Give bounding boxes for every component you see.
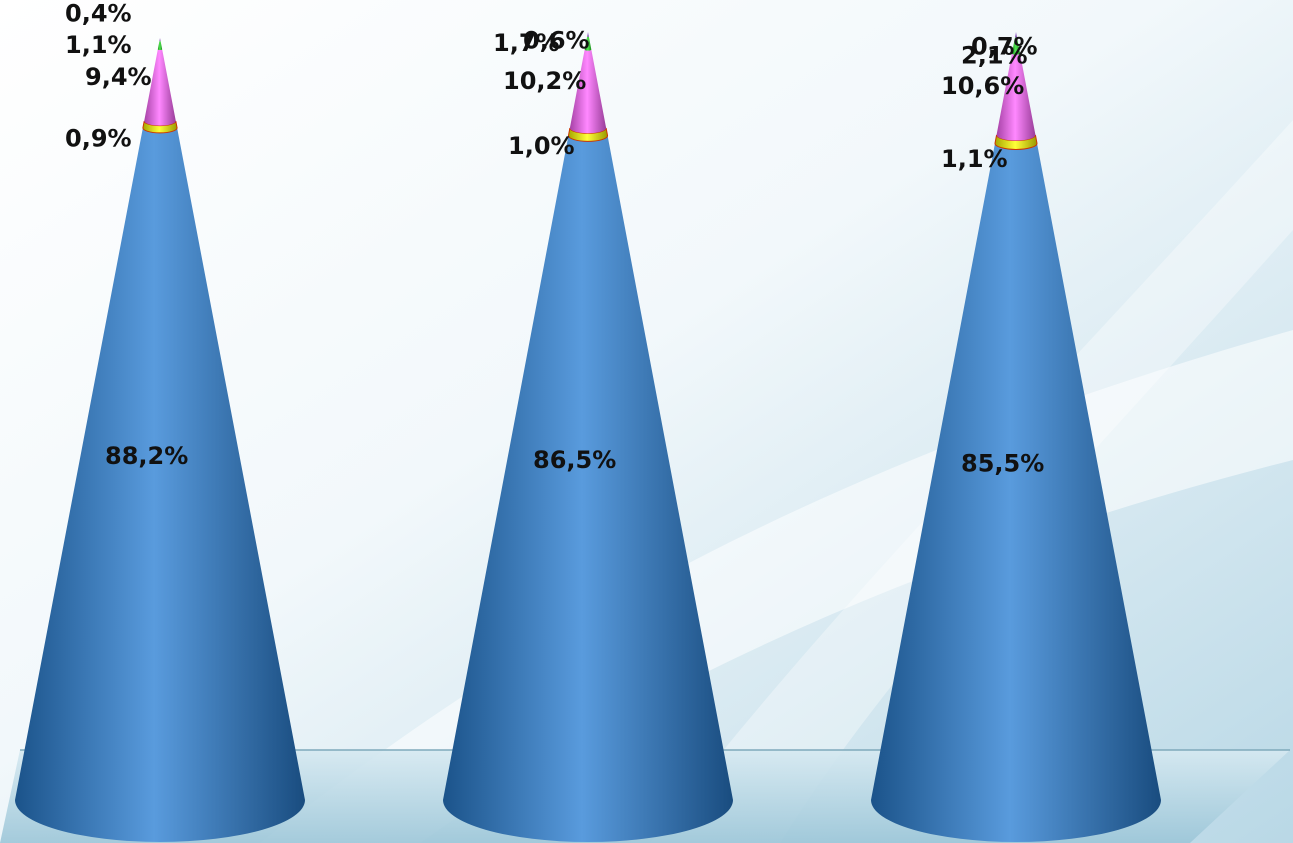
data-label-1-2: 0,9% xyxy=(65,124,132,152)
data-labels: 88,2%0,9%9,4%1,1%0,4%86,5%1,0%10,2%1,7%0… xyxy=(65,0,1044,478)
cone-3 xyxy=(871,32,1161,843)
data-label-3-2: 1,1% xyxy=(941,145,1008,173)
data-label-3-1: 85,5% xyxy=(961,450,1044,478)
cone-2-segment-5 xyxy=(587,32,589,37)
cone-2-segment-4 xyxy=(584,36,592,51)
data-label-1-4: 1,1% xyxy=(65,31,132,59)
cone-1 xyxy=(15,38,305,842)
data-label-1-1: 88,2% xyxy=(105,442,188,470)
cone-2-segment-3 xyxy=(569,49,607,134)
data-label-3-4: 2,1% xyxy=(961,41,1028,69)
data-label-2-3: 10,2% xyxy=(503,67,586,95)
cone-2 xyxy=(443,32,733,842)
cone-2-segment-1 xyxy=(443,135,733,842)
cone-1-segment-4 xyxy=(157,41,163,51)
data-label-1-5: 0,4% xyxy=(65,0,132,28)
data-label-2-4: 1,7% xyxy=(493,29,560,57)
data-label-3-3: 10,6% xyxy=(941,72,1024,100)
data-label-3-5: 0,7% xyxy=(971,33,1038,61)
cone-3-segment-4 xyxy=(1011,37,1021,55)
data-label-2-5: 0,6% xyxy=(523,26,590,54)
cone-1-segment-5 xyxy=(159,38,161,42)
cones xyxy=(15,32,1161,843)
cone-3-segment-1 xyxy=(871,143,1161,843)
cone-1-segment-3 xyxy=(144,49,176,126)
data-label-2-1: 86,5% xyxy=(533,446,616,474)
data-label-1-3: 9,4% xyxy=(85,63,152,91)
data-label-2-2: 1,0% xyxy=(508,132,575,160)
cone-3-segment-5 xyxy=(1014,32,1018,38)
cone-3-segment-3 xyxy=(996,53,1036,141)
cone-1-segment-1 xyxy=(15,127,305,842)
